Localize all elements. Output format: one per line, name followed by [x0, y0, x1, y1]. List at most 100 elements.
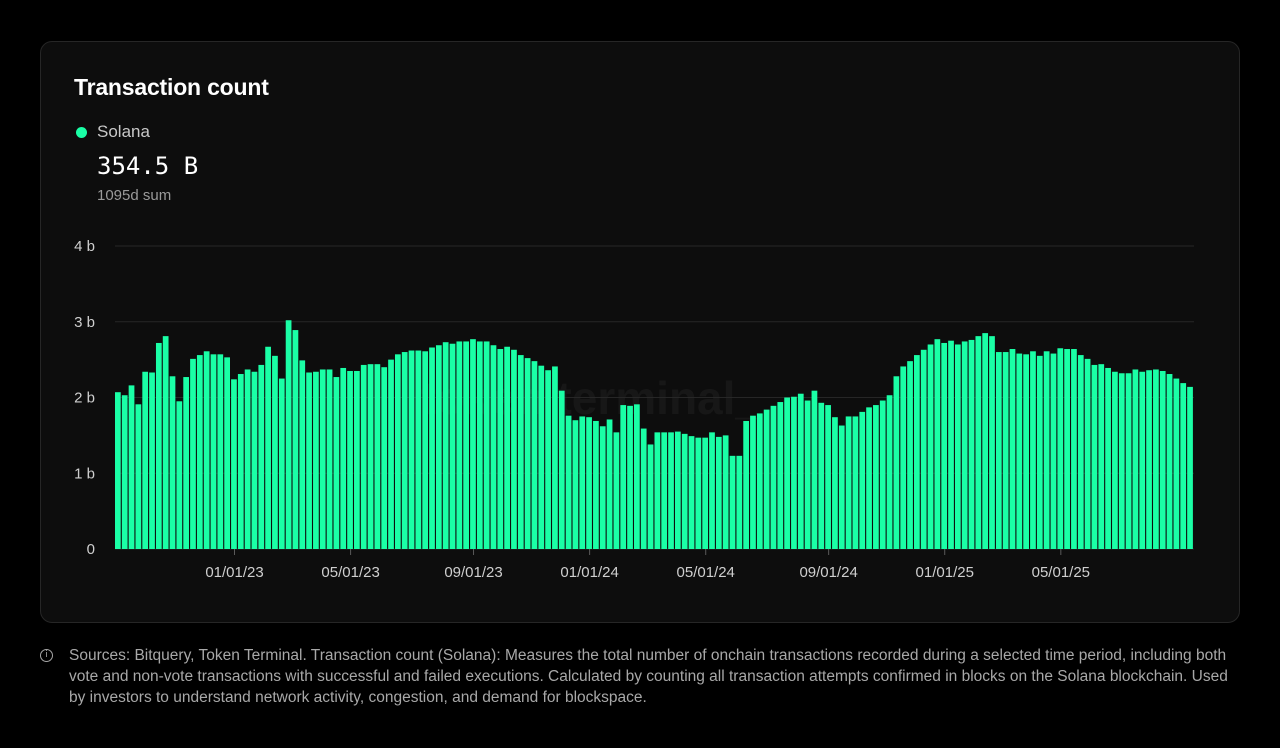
- bar[interactable]: [224, 357, 230, 549]
- bar[interactable]: [654, 432, 661, 549]
- bar[interactable]: [374, 364, 381, 549]
- bar[interactable]: [244, 369, 251, 549]
- bar[interactable]: [1180, 383, 1187, 549]
- bar[interactable]: [681, 433, 688, 549]
- bar[interactable]: [272, 355, 278, 549]
- bar[interactable]: [388, 359, 394, 550]
- bar[interactable]: [333, 377, 340, 549]
- bar[interactable]: [586, 417, 592, 549]
- bar[interactable]: [196, 355, 203, 549]
- bar[interactable]: [811, 390, 818, 549]
- bar[interactable]: [825, 405, 831, 549]
- bar[interactable]: [504, 346, 510, 549]
- bar[interactable]: [538, 365, 545, 549]
- bar[interactable]: [1187, 386, 1193, 549]
- bar[interactable]: [524, 358, 531, 549]
- bar[interactable]: [797, 393, 804, 549]
- bar[interactable]: [1091, 364, 1098, 549]
- bar[interactable]: [237, 374, 244, 549]
- bar[interactable]: [634, 404, 640, 549]
- bar[interactable]: [217, 354, 224, 549]
- bar[interactable]: [736, 455, 743, 549]
- bar[interactable]: [1105, 367, 1111, 549]
- bar[interactable]: [995, 352, 1002, 549]
- bar[interactable]: [647, 444, 654, 549]
- bar[interactable]: [989, 336, 995, 549]
- bar[interactable]: [1173, 378, 1180, 549]
- bar[interactable]: [1023, 354, 1029, 549]
- bar[interactable]: [162, 336, 169, 549]
- bar[interactable]: [743, 420, 750, 549]
- bar[interactable]: [1016, 353, 1023, 549]
- bar[interactable]: [203, 351, 210, 549]
- bar[interactable]: [176, 401, 183, 549]
- bar[interactable]: [729, 455, 736, 549]
- bar[interactable]: [190, 358, 196, 549]
- bar[interactable]: [627, 405, 633, 549]
- bar[interactable]: [572, 420, 579, 549]
- bar[interactable]: [1166, 374, 1173, 549]
- bar[interactable]: [593, 420, 599, 549]
- bar[interactable]: [497, 349, 504, 549]
- bar[interactable]: [599, 426, 606, 549]
- bar[interactable]: [695, 437, 702, 549]
- bar[interactable]: [661, 432, 668, 549]
- bar[interactable]: [463, 341, 470, 549]
- bar[interactable]: [1112, 371, 1118, 549]
- bar[interactable]: [128, 385, 135, 549]
- bar[interactable]: [422, 351, 429, 549]
- bar[interactable]: [511, 349, 517, 549]
- bar[interactable]: [715, 436, 722, 549]
- bar[interactable]: [155, 342, 162, 549]
- bar[interactable]: [531, 361, 538, 549]
- bar[interactable]: [579, 416, 586, 549]
- bar[interactable]: [620, 405, 627, 549]
- bar[interactable]: [408, 350, 415, 549]
- bar[interactable]: [914, 355, 920, 549]
- bar[interactable]: [893, 376, 900, 549]
- bar[interactable]: [838, 425, 845, 549]
- bar[interactable]: [456, 341, 463, 549]
- bar[interactable]: [756, 413, 763, 549]
- bar[interactable]: [299, 360, 306, 549]
- bar[interactable]: [319, 369, 326, 549]
- bar[interactable]: [961, 341, 968, 549]
- bar[interactable]: [449, 343, 456, 549]
- bar[interactable]: [927, 344, 934, 549]
- legend-item-solana[interactable]: Solana: [76, 122, 150, 142]
- bar[interactable]: [367, 364, 374, 549]
- bar[interactable]: [866, 407, 872, 549]
- bar[interactable]: [258, 364, 265, 549]
- bar[interactable]: [149, 372, 155, 550]
- bar[interactable]: [313, 371, 319, 549]
- bar[interactable]: [490, 345, 497, 549]
- bar[interactable]: [251, 371, 258, 549]
- bar[interactable]: [613, 432, 620, 549]
- bar[interactable]: [517, 355, 524, 549]
- bar[interactable]: [1009, 349, 1016, 549]
- bar[interactable]: [1159, 370, 1166, 549]
- bar[interactable]: [1146, 370, 1152, 549]
- bar[interactable]: [606, 419, 613, 549]
- bar[interactable]: [415, 350, 422, 549]
- bar[interactable]: [1118, 373, 1125, 549]
- bar[interactable]: [968, 339, 975, 549]
- bar[interactable]: [709, 432, 715, 549]
- bar[interactable]: [565, 415, 572, 549]
- bar[interactable]: [1098, 364, 1105, 549]
- bar[interactable]: [381, 367, 388, 549]
- bar[interactable]: [832, 417, 838, 549]
- bar[interactable]: [169, 376, 176, 549]
- bar[interactable]: [845, 416, 852, 549]
- bar[interactable]: [121, 395, 128, 549]
- bar[interactable]: [818, 402, 825, 549]
- bar[interactable]: [552, 366, 558, 549]
- bar[interactable]: [1036, 355, 1043, 549]
- bar[interactable]: [770, 405, 777, 549]
- bar[interactable]: [900, 366, 907, 549]
- bar[interactable]: [1043, 351, 1050, 549]
- bar[interactable]: [975, 336, 982, 549]
- bar[interactable]: [115, 392, 121, 549]
- bar[interactable]: [1077, 355, 1084, 549]
- bar[interactable]: [852, 416, 859, 549]
